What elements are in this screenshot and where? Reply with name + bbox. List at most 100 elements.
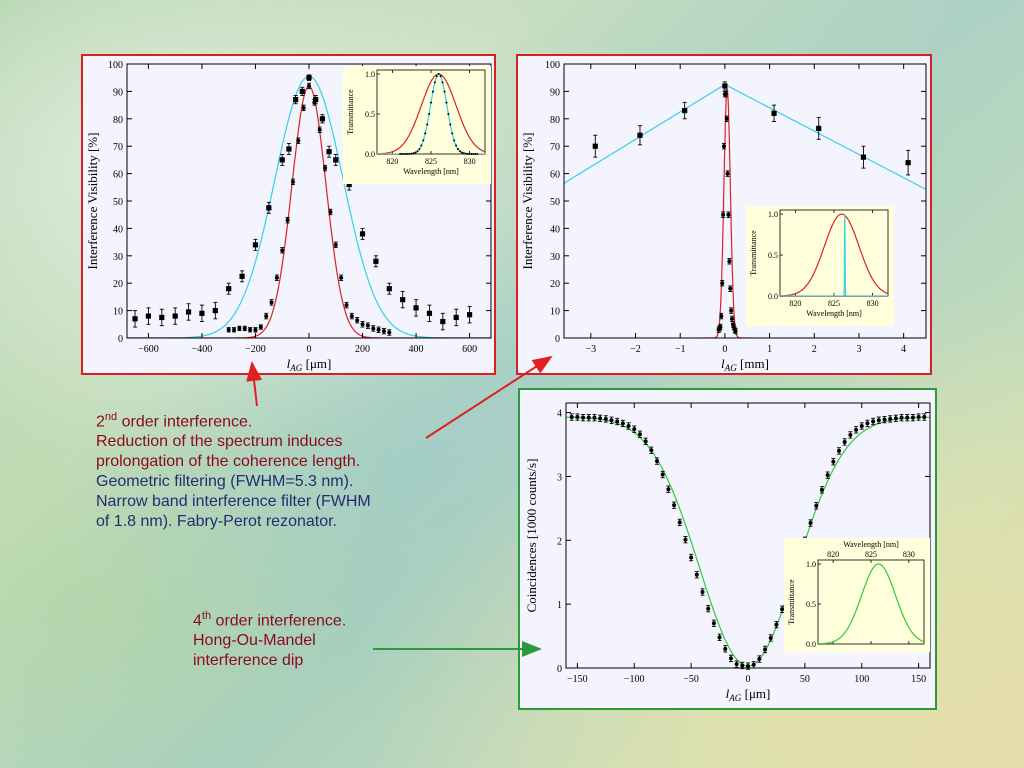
annotation-line: Narrow band interference filter (FWHM	[96, 493, 371, 511]
data-point-dot	[598, 416, 603, 421]
data-point-dot	[724, 116, 729, 121]
inset-measured-point	[468, 152, 471, 155]
x-tick-label: 600	[462, 344, 477, 355]
x-tick-label: 3	[856, 344, 861, 355]
y-tick-label: 100	[545, 60, 560, 71]
inset-measured-point	[426, 123, 429, 126]
y-tick-label: 80	[113, 115, 123, 126]
data-point-dot	[307, 83, 311, 88]
arrow-to-geometric-chart	[246, 361, 263, 407]
data-point-dot	[720, 281, 725, 286]
y-tick-label: 30	[550, 252, 560, 263]
data-point-dot	[916, 415, 921, 420]
data-point-dot	[376, 327, 381, 332]
title-superscript: nd	[104, 411, 118, 423]
data-point-dot	[882, 417, 887, 422]
inset-y-tick-label: 0.0	[365, 150, 375, 159]
data-point-dot	[751, 662, 756, 667]
data-point-dot	[733, 329, 738, 334]
inset-measured-point	[408, 152, 411, 155]
annotation-line: Geometric filtering (FWHM=5.3 nm).	[96, 473, 354, 491]
data-point-dot	[721, 212, 726, 217]
x-tick-label: −100	[624, 674, 645, 685]
data-point-dot	[672, 503, 677, 508]
data-point-dot	[312, 100, 317, 105]
data-point-dot	[721, 144, 726, 149]
x-tick-label: 200	[355, 344, 370, 355]
annotation-fourth-order-title: 4th order interference.	[193, 606, 433, 631]
title-number: 4	[193, 612, 202, 630]
x-tick-label: −200	[245, 344, 266, 355]
x-tick-label: 50	[800, 674, 810, 685]
y-tick-label: 50	[113, 197, 123, 208]
arrow-to-narrowband-chart	[425, 355, 553, 439]
data-point-dot	[371, 326, 376, 331]
inset-measured-point	[464, 152, 467, 155]
data-point-dot	[264, 314, 269, 319]
y-tick-label: 10	[113, 307, 123, 318]
inset-y-axis-label: Transmittance	[787, 579, 796, 625]
y-axis-label: Coincidences [1000 counts/s]	[524, 459, 539, 613]
annotation-line: prolongation of the coherence length.	[96, 453, 361, 471]
y-tick-label: 90	[550, 87, 560, 98]
y-tick-label: 40	[550, 224, 560, 235]
y-tick-label: 3	[557, 472, 562, 483]
data-point-dot	[763, 647, 768, 652]
y-tick-label: 100	[108, 60, 123, 71]
data-point-square	[426, 310, 433, 316]
data-point-square	[145, 313, 152, 319]
data-point-dot	[280, 248, 285, 253]
data-point-square	[252, 242, 259, 248]
data-point-square	[326, 149, 332, 155]
data-point-square	[359, 231, 366, 237]
data-point-square	[592, 143, 598, 149]
annotation-fourth-order: 4th order interference. Hong-Ou-Mandel i…	[193, 606, 433, 671]
data-point-dot	[666, 487, 671, 492]
annotation-line: Reduction of the spectrum induces	[96, 433, 343, 451]
chart-c-svg: −150 −100 −50 0 50 100 150 0 1 2 3 4 Coincidences [1…	[524, 402, 931, 703]
data-point-dot	[649, 448, 654, 453]
y-axis-label: Interference Visibility [%]	[520, 133, 535, 270]
data-point-dot	[831, 459, 836, 464]
inset-measured-point	[449, 123, 452, 126]
data-point-dot	[893, 416, 898, 421]
inset-measured-point	[447, 112, 450, 115]
data-point-dot	[888, 416, 893, 421]
x-tick-label: −1	[675, 344, 686, 355]
inset-measured-point	[433, 81, 436, 84]
data-point-dot	[740, 663, 745, 668]
data-point-dot	[296, 138, 301, 143]
data-point-dot	[730, 316, 735, 321]
data-point-dot	[859, 423, 864, 428]
data-point-dot	[632, 427, 637, 432]
data-point-square	[400, 297, 406, 303]
data-point-dot	[609, 418, 614, 423]
y-tick-label: 20	[113, 279, 123, 290]
annotation-second-order-title: 2nd order interference.	[96, 407, 456, 432]
data-point-dot	[232, 327, 237, 332]
data-point-dot	[333, 242, 338, 247]
data-point-square	[413, 305, 419, 311]
data-point-square	[132, 316, 138, 322]
x-tick-label: −3	[585, 344, 596, 355]
y-tick-label: 0	[118, 334, 123, 345]
inset-background	[784, 538, 930, 652]
data-point-dot	[905, 415, 910, 420]
inset-y-tick-label: 0.5	[365, 110, 375, 119]
data-point-dot	[837, 448, 841, 453]
data-point-dot	[285, 218, 290, 223]
data-point-dot	[290, 179, 295, 184]
inset-background	[746, 206, 894, 326]
x-axis-label-sub: AG	[728, 693, 742, 703]
data-point-dot	[226, 327, 231, 332]
data-point-dot	[717, 635, 722, 640]
inset-measured-point	[406, 152, 409, 155]
data-point-square	[299, 88, 305, 94]
inset-y-tick-label: 0.0	[768, 292, 778, 301]
data-point-dot	[729, 308, 734, 313]
inset-measured-point	[470, 152, 473, 155]
inset-transmittance-curve	[818, 563, 924, 644]
data-point-dot	[865, 421, 870, 426]
data-point-dot	[274, 275, 279, 280]
